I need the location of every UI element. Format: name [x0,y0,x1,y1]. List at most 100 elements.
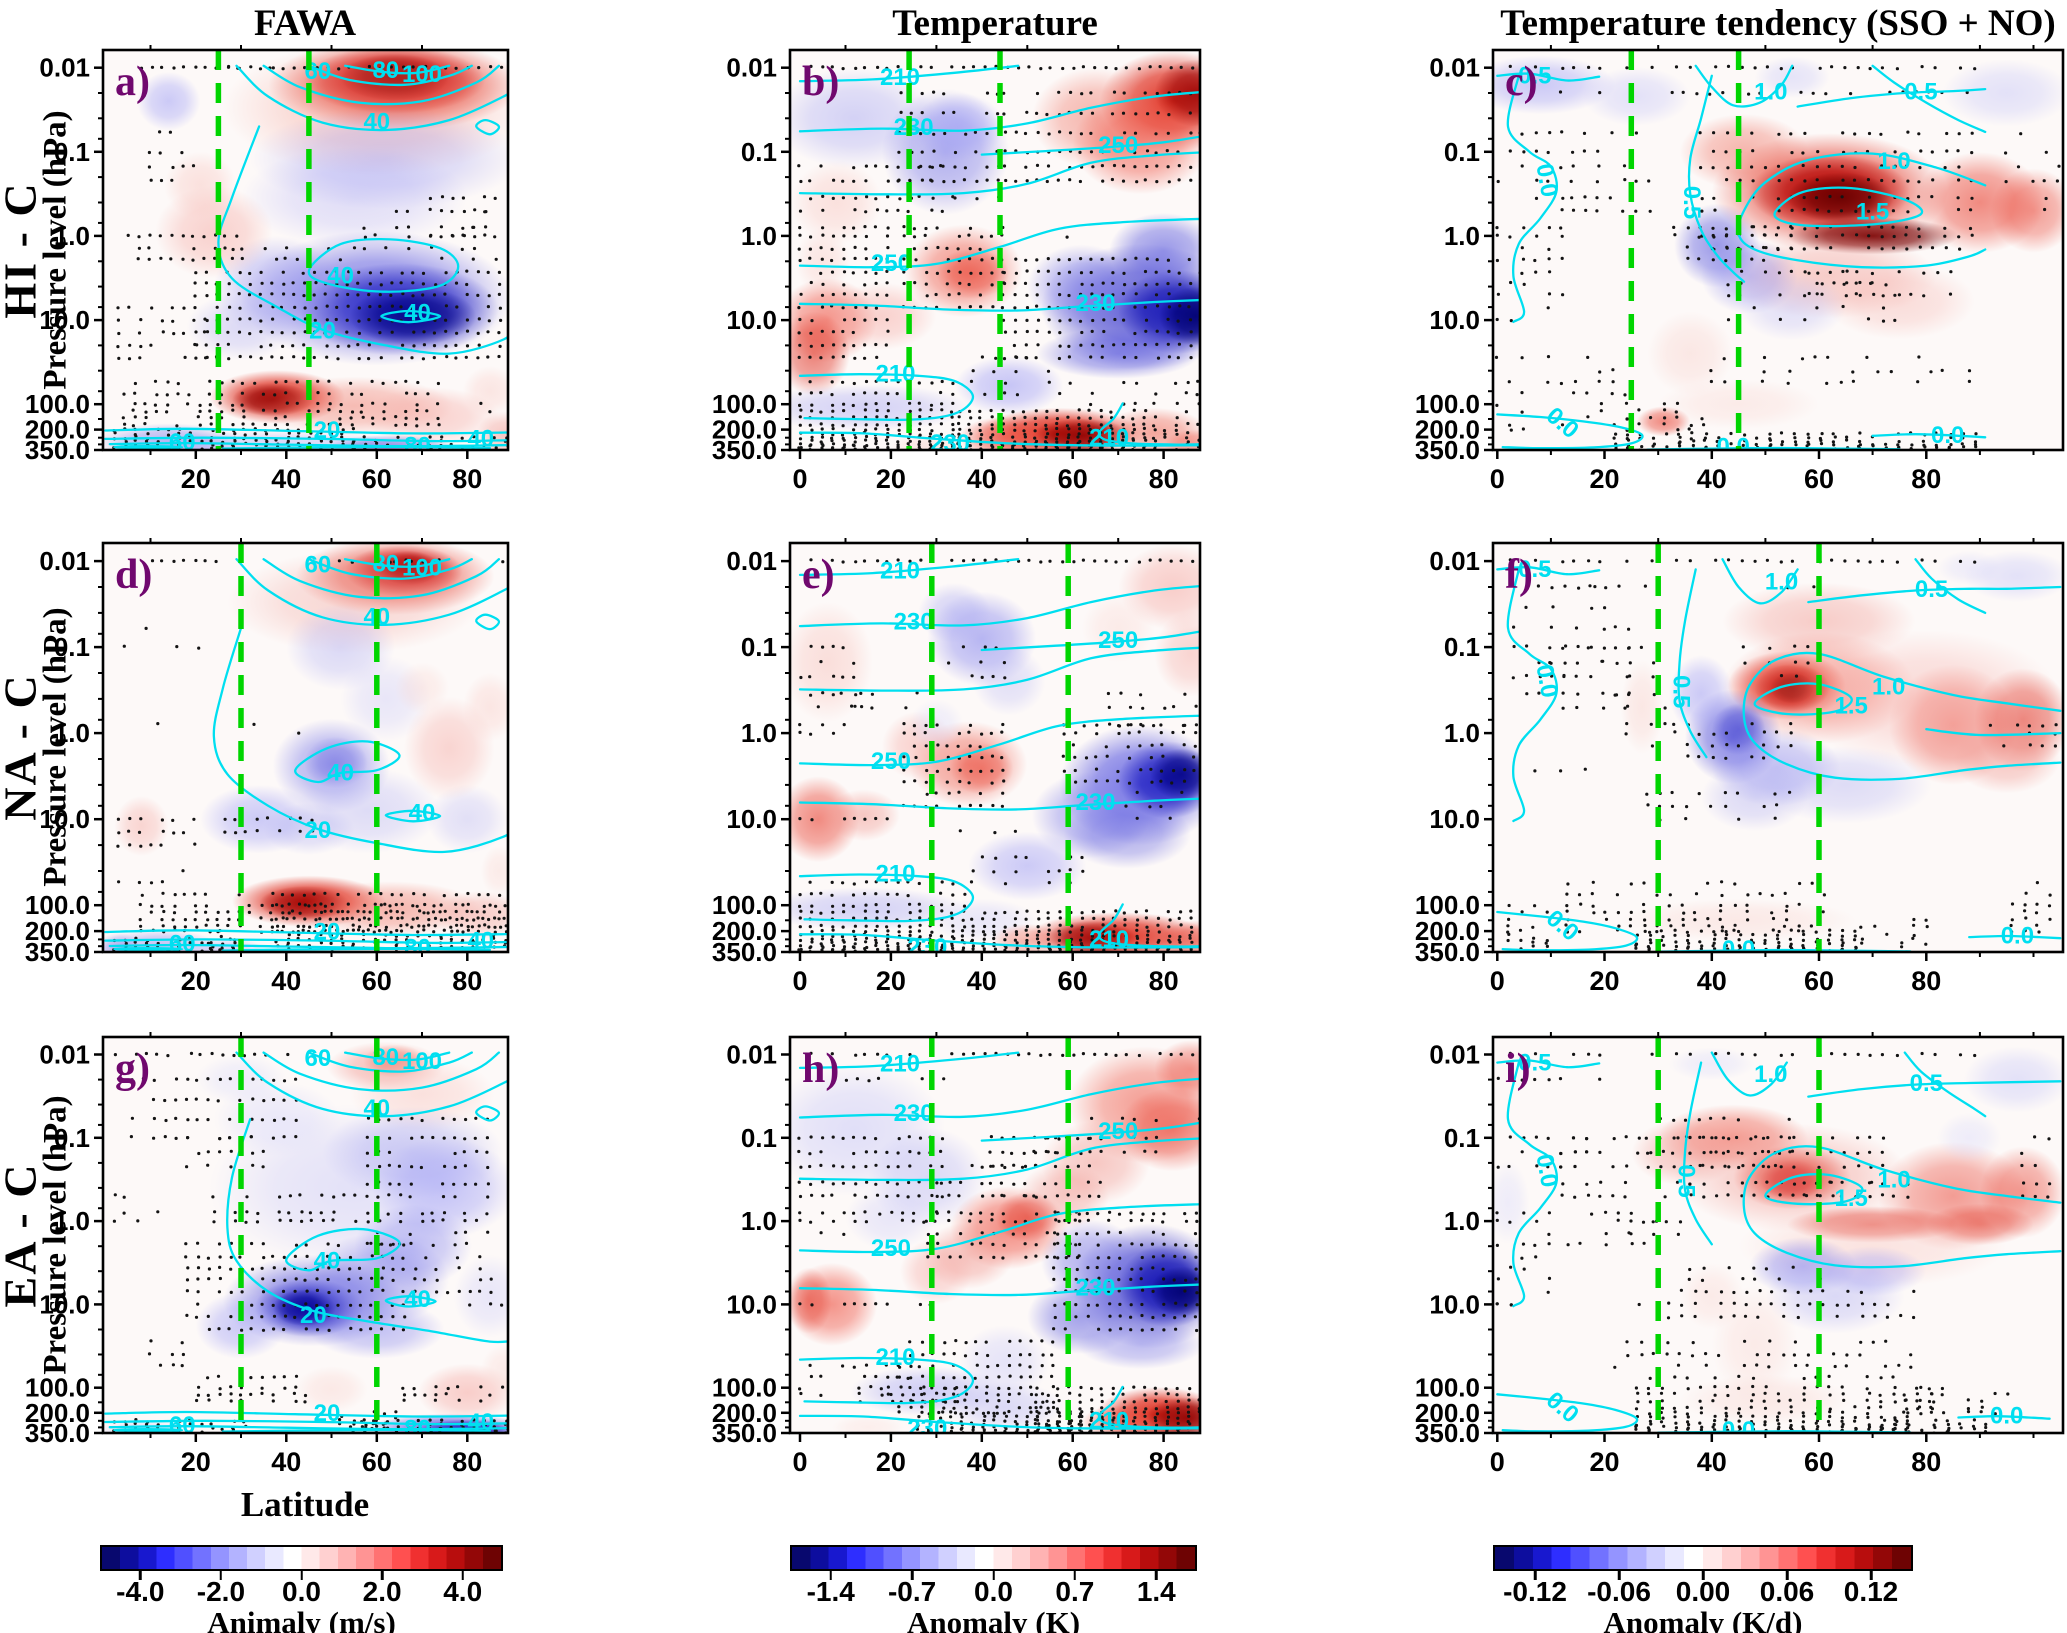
colorbar-temperature: -1.4 -0.7 0.0 0.7 1.4 Anomaly (K) [790,1545,1197,1633]
svg-text:10.0: 10.0 [39,305,90,335]
colorbar-tick-label: -4.0 [116,1576,165,1607]
colorbar-tick [1869,1571,1873,1580]
panel-label-h: h) [802,1046,840,1092]
svg-text:10.0: 10.0 [1429,804,1480,834]
svg-text:40: 40 [967,966,997,996]
svg-text:0.01: 0.01 [726,546,777,576]
svg-text:100: 100 [402,61,442,88]
svg-text:0.1: 0.1 [1444,137,1480,167]
panel-f-plot: 0.5 1.0 0.50.5 1.01.50.00.00.0 0.0 [1493,543,2063,963]
svg-text:210: 210 [880,64,920,91]
svg-text:350.0: 350.0 [25,1418,90,1448]
colorbar-tick-label: -2.0 [196,1576,246,1607]
y-axis-title-row2: Pressure level (hPa) [37,607,74,887]
colorbar-tick-label: 0.0 [974,1576,1013,1607]
svg-text:1.0: 1.0 [54,221,90,251]
svg-text:0.0: 0.0 [1722,936,1755,963]
svg-text:80: 80 [404,1415,431,1442]
svg-text:0.1: 0.1 [54,632,90,662]
y-axis-title-row1: Pressure level (hPa) [37,110,74,390]
svg-text:0: 0 [1490,464,1505,494]
svg-text:0.1: 0.1 [1444,632,1480,662]
svg-text:60: 60 [305,1045,332,1072]
svg-text:230: 230 [894,609,934,636]
svg-text:60: 60 [1804,966,1834,996]
svg-text:1.0: 1.0 [1872,673,1905,700]
column-title-temperature: Temperature [892,3,1098,44]
svg-text:1.0: 1.0 [1444,718,1480,748]
svg-text:100.0: 100.0 [25,389,90,419]
svg-text:1.0: 1.0 [54,718,90,748]
svg-text:1.0: 1.0 [1754,78,1787,105]
panel-label-f: f) [1505,552,1533,598]
svg-text:0.1: 0.1 [54,137,90,167]
svg-text:10.0: 10.0 [39,804,90,834]
svg-text:100.0: 100.0 [1415,389,1480,419]
colorbar-tick [1073,1571,1077,1580]
colorbar-tick [1155,1571,1158,1580]
svg-text:0.5: 0.5 [1518,63,1551,90]
svg-text:0.1: 0.1 [741,632,777,662]
svg-text:250: 250 [1098,627,1138,654]
svg-text:0.01: 0.01 [1429,53,1480,83]
svg-text:1.5: 1.5 [1856,199,1889,226]
svg-text:1.0: 1.0 [1877,148,1910,175]
svg-text:100.0: 100.0 [712,389,777,419]
svg-text:200.0: 200.0 [712,415,777,445]
svg-text:0.5: 0.5 [1667,675,1694,708]
svg-text:80: 80 [404,432,431,459]
svg-text:250: 250 [871,250,911,277]
svg-text:20: 20 [181,966,211,996]
colorbar-tendency-gradient [1493,1545,1913,1571]
svg-text:0.01: 0.01 [1429,546,1480,576]
colorbar-tick-label: -1.4 [806,1576,855,1607]
svg-text:350.0: 350.0 [712,435,777,465]
svg-text:200.0: 200.0 [712,916,777,946]
svg-text:100.0: 100.0 [25,1373,90,1403]
svg-text:60: 60 [1058,966,1088,996]
colorbar-tick [139,1571,142,1580]
svg-text:20: 20 [181,1447,211,1477]
svg-text:60: 60 [362,464,392,494]
svg-text:200.0: 200.0 [25,916,90,946]
colorbar-tick-label: 0.00 [1675,1576,1731,1607]
colorbar-tick [1701,1571,1705,1580]
colorbar-tick-label: 4.0 [443,1576,483,1607]
colorbar-tick [1533,1571,1537,1580]
svg-text:60: 60 [169,1412,196,1439]
svg-text:210: 210 [880,558,920,585]
colorbar-tick-label: 1.4 [1136,1576,1176,1607]
svg-text:0.0: 0.0 [1530,662,1562,700]
svg-text:200.0: 200.0 [25,415,90,445]
svg-text:0.0: 0.0 [1931,422,1964,449]
svg-text:0.0: 0.0 [1530,162,1562,200]
svg-text:0.0: 0.0 [1717,434,1750,461]
svg-text:0.0: 0.0 [2001,922,2034,949]
column-title-fawa: FAWA [253,3,357,44]
colorbar-tick-label: 0.7 [1055,1576,1095,1607]
svg-text:60: 60 [1058,464,1088,494]
svg-text:40: 40 [967,464,997,494]
svg-text:40: 40 [327,263,354,290]
svg-text:10.0: 10.0 [39,1289,90,1319]
svg-text:60: 60 [169,931,196,958]
colorbar-fawa-gradient [100,1545,503,1571]
svg-text:60: 60 [305,552,332,579]
svg-text:60: 60 [169,429,196,456]
colorbar-tick [1617,1571,1621,1580]
colorbar-tick [461,1571,464,1580]
svg-text:20: 20 [1589,966,1619,996]
panel-label-a: a) [115,59,150,105]
colorbar-tick-label: -0.7 [887,1576,937,1607]
colorbar-fawa: -4.0 -2.0 0.0 2.0 4.0 Animaly (m/s) [100,1545,503,1633]
svg-text:230: 230 [930,430,970,457]
colorbar-tick [300,1571,303,1580]
svg-text:250: 250 [1098,132,1138,159]
colorbar-tick-label: -0.06 [1587,1576,1651,1607]
svg-text:40: 40 [404,1286,431,1313]
